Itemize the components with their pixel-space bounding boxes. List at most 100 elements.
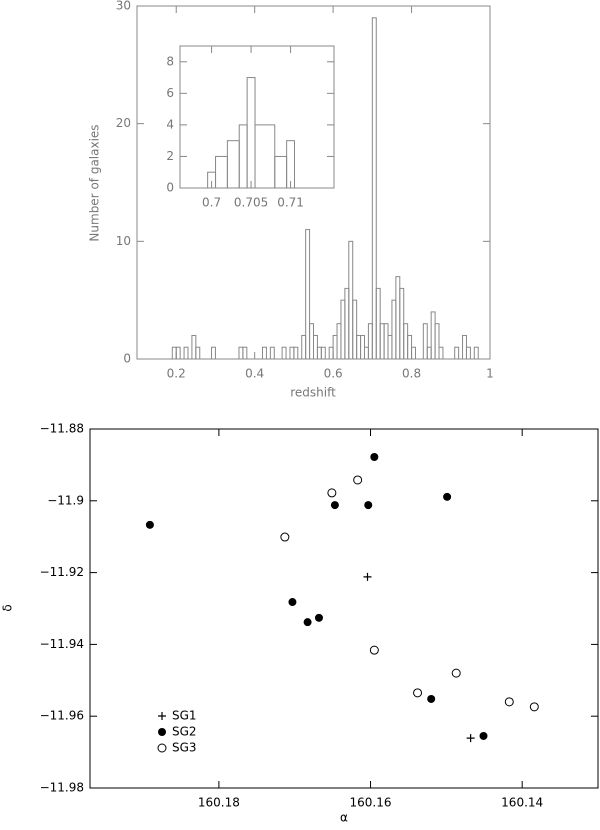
y-axis-label: Number of galaxies xyxy=(88,124,102,241)
y-tick-label: 2 xyxy=(166,149,174,163)
histogram-bar xyxy=(336,323,342,360)
legend-label: SG3 xyxy=(172,741,197,755)
filled-marker xyxy=(370,453,379,462)
y-tick-label: 6 xyxy=(166,86,174,100)
histogram-bar xyxy=(387,334,393,360)
x-tick-label: 160.16 xyxy=(350,796,392,810)
histogram-bar xyxy=(438,346,444,360)
y-tick-label: 4 xyxy=(166,117,174,131)
histogram-bar xyxy=(360,334,365,360)
filled-marker xyxy=(443,492,452,501)
x-tick-label: 0.4 xyxy=(245,367,264,381)
filled-marker xyxy=(427,694,436,703)
plot-frame xyxy=(136,5,491,360)
histogram-bar xyxy=(191,334,197,360)
legend-marker xyxy=(158,728,166,736)
histogram-bar xyxy=(254,124,276,189)
filled-marker xyxy=(288,598,297,607)
histogram-bar xyxy=(407,334,413,360)
x-tick-label: 0.8 xyxy=(402,367,421,381)
y-tick-label: −11.92 xyxy=(40,565,84,579)
histogram-bar xyxy=(171,346,177,360)
histogram-bar xyxy=(309,323,315,360)
histogram-bar xyxy=(352,299,358,360)
histogram-bar xyxy=(332,334,338,360)
y-tick-label: −11.96 xyxy=(40,709,84,723)
histogram-bar xyxy=(238,346,244,360)
legend-marker xyxy=(157,743,167,753)
y-axis-label: δ xyxy=(1,604,15,611)
histogram-bar xyxy=(462,334,467,360)
histogram-bar xyxy=(246,77,256,189)
y-tick-label: 8 xyxy=(166,54,174,68)
x-tick-label: 0.705 xyxy=(234,196,268,210)
histogram-bar xyxy=(434,323,440,360)
filled-marker xyxy=(303,618,312,627)
histogram-bar xyxy=(301,334,307,360)
y-tick-label: −11.98 xyxy=(40,781,84,795)
histogram-bar xyxy=(348,240,354,360)
histogram-bar xyxy=(238,124,248,189)
histogram-bar xyxy=(391,299,397,360)
histogram-bar xyxy=(226,140,240,189)
x-tick-label: 0.6 xyxy=(324,367,343,381)
histogram-bar xyxy=(305,229,311,360)
x-tick-label: 1 xyxy=(486,367,494,381)
y-tick-label: 10 xyxy=(116,234,131,248)
histogram-bar xyxy=(328,346,334,360)
histogram-bar xyxy=(375,287,381,360)
histogram-bar xyxy=(383,323,389,360)
histogram-bar xyxy=(399,287,405,360)
histogram-bar xyxy=(195,346,201,360)
plus-marker xyxy=(363,572,372,581)
histogram-bar xyxy=(211,346,216,360)
open-marker xyxy=(413,688,423,698)
histogram-bar xyxy=(313,334,318,360)
legend-label: SG1 xyxy=(172,709,197,723)
histogram-bar xyxy=(269,346,275,360)
histogram-bar xyxy=(367,323,373,360)
filled-marker xyxy=(145,520,154,529)
histogram-bar xyxy=(422,323,428,360)
y-tick-label: 30 xyxy=(116,0,131,13)
histogram-bar xyxy=(465,346,471,360)
histogram-bar xyxy=(340,299,346,360)
histogram-bar xyxy=(344,287,350,360)
histogram-bar xyxy=(289,346,295,360)
open-marker xyxy=(369,645,379,655)
histogram-bar xyxy=(262,346,267,360)
histogram-bar xyxy=(320,346,326,360)
open-marker xyxy=(451,668,461,678)
open-marker xyxy=(280,532,290,542)
x-tick-label: 0.71 xyxy=(277,196,304,210)
histogram-bar xyxy=(316,346,322,360)
histogram-bar xyxy=(183,346,189,360)
plot-frame xyxy=(89,428,599,789)
y-tick-label: −11.88 xyxy=(40,422,84,436)
x-tick-label: 0.2 xyxy=(167,367,186,381)
plus-marker xyxy=(466,734,475,743)
x-axis-label: redshift xyxy=(290,386,336,400)
histogram-bar xyxy=(426,346,432,360)
x-axis-label: α xyxy=(340,811,348,825)
histogram-bar xyxy=(215,155,228,189)
histogram-bar xyxy=(411,346,416,360)
y-tick-label: 0 xyxy=(166,181,174,195)
histogram-bar xyxy=(371,17,377,360)
filled-marker xyxy=(330,501,339,510)
plot-frame xyxy=(179,45,335,189)
chart: SG1 SG2 SG3 160.18 160.16 160.14 −11.98 −11.96 −… xyxy=(1,422,599,825)
histogram-bar xyxy=(281,346,287,360)
y-tick-label: −11.9 xyxy=(47,493,84,507)
histogram-bar xyxy=(403,323,409,360)
x-tick-label: 0.7 xyxy=(202,196,221,210)
y-tick-label: 0 xyxy=(123,352,131,366)
histogram-bar xyxy=(395,276,401,360)
histogram-bar xyxy=(379,323,385,360)
histogram-bar xyxy=(286,140,296,189)
open-marker xyxy=(529,702,539,712)
open-marker xyxy=(504,697,514,707)
